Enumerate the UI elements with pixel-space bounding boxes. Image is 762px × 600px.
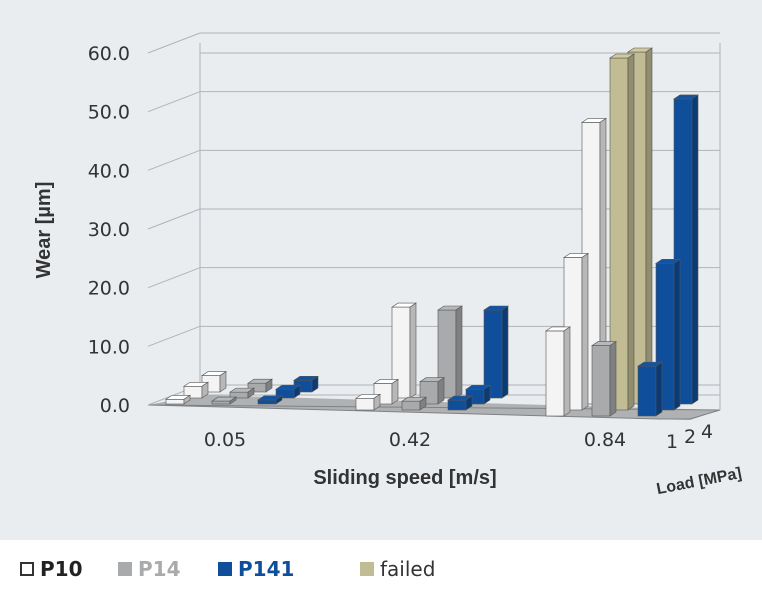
legend-swatch bbox=[20, 562, 34, 576]
legend-item-failed: failed bbox=[360, 557, 435, 581]
bar-P10-0.42-load1 bbox=[355, 393, 381, 411]
load-tick-label: 2 bbox=[684, 426, 696, 448]
x-tick-label: 0.84 bbox=[584, 429, 626, 451]
bar-P141-0.84-load2-side bbox=[673, 258, 681, 411]
bar-P14-0.84-load2-failed bbox=[609, 53, 635, 411]
bar-P14-0.05-load4 bbox=[247, 378, 273, 393]
bar-P10-0.05-load1 bbox=[165, 394, 191, 405]
bar-P10-0.84-load1-side bbox=[563, 326, 571, 417]
y-tick-label: 40.0 bbox=[88, 160, 130, 182]
legend-label: failed bbox=[380, 557, 436, 581]
bar-P141-0.05-load2-side bbox=[293, 384, 301, 399]
bar-P10-0.05-load4-side bbox=[219, 371, 227, 393]
bar-P141-0.42-load2-side bbox=[483, 384, 491, 405]
bar-P141-0.42-load1 bbox=[447, 395, 473, 411]
bar-P14-0.42-load1-front bbox=[401, 400, 421, 411]
bar-P10-0.84-load2-side bbox=[581, 252, 589, 411]
bar-P10-0.42-load1-front bbox=[355, 397, 375, 411]
chart-bars bbox=[165, 47, 699, 417]
bar-P10-0.05-load1-side bbox=[183, 394, 191, 405]
bar-P141-0.42-load4-front bbox=[483, 309, 503, 399]
bar-P10-0.84-load1-front bbox=[545, 330, 565, 417]
y-tick-label: 50.0 bbox=[88, 102, 130, 124]
bar-P14-0.05-load2 bbox=[229, 387, 255, 399]
bar-P14-0.84-load4-failed-side bbox=[645, 47, 653, 405]
bar-P14-0.84-load1-front bbox=[591, 345, 611, 417]
bar-P14-0.84-load1 bbox=[591, 341, 617, 417]
bar-P14-0.05-load2-side bbox=[247, 387, 255, 399]
gridline-side bbox=[147, 325, 201, 347]
load-axis-label: Load [MPa] bbox=[655, 465, 743, 498]
chart-labels: Wear [µm] Sliding speed [m/s] Load [MPa]… bbox=[33, 43, 743, 498]
bar-P141-0.84-load4-side bbox=[691, 94, 699, 405]
floor-edge bbox=[147, 404, 721, 420]
bar-P10-0.42-load2-side bbox=[391, 378, 399, 405]
legend-label: P10 bbox=[40, 557, 83, 581]
bar-P14-0.42-load2-side bbox=[437, 377, 445, 405]
x-tick-label: 0.05 bbox=[204, 429, 246, 451]
y-tick-label: 10.0 bbox=[88, 336, 130, 358]
bar-P141-0.84-load1-side bbox=[655, 361, 663, 417]
load-tick-label: 1 bbox=[666, 431, 678, 453]
bar-P141-0.84-load1-front bbox=[637, 365, 657, 417]
bar-P14-0.05-load1 bbox=[211, 396, 237, 405]
bar-P14-0.05-load1-side bbox=[229, 396, 237, 405]
bar-P10-0.05-load2-side bbox=[201, 381, 209, 399]
bar-P141-0.42-load4 bbox=[483, 305, 509, 399]
wear-chart: Wear [µm] Sliding speed [m/s] Load [MPa]… bbox=[33, 32, 743, 498]
gridline-side bbox=[147, 267, 201, 289]
legend-swatch bbox=[118, 562, 132, 576]
legend-swatch bbox=[218, 562, 232, 576]
bar-P14-0.42-load4-side bbox=[455, 305, 463, 399]
bar-P10-0.42-load1-side bbox=[373, 393, 381, 411]
bar-P10-0.42-load4-side bbox=[409, 302, 417, 399]
legend-item-p141: P141 bbox=[218, 557, 294, 581]
gridline-side bbox=[147, 32, 201, 54]
bar-P141-0.05-load4 bbox=[293, 375, 319, 393]
bar-P10-0.05-load2 bbox=[183, 381, 209, 399]
bar-P14-0.05-load4-side bbox=[265, 378, 273, 393]
x-axis-label: Sliding speed [m/s] bbox=[313, 467, 496, 489]
bar-P141-0.84-load1 bbox=[637, 361, 663, 417]
bar-P141-0.05-load1-side bbox=[275, 395, 283, 405]
y-axis-label: Wear [µm] bbox=[33, 182, 55, 279]
bar-P14-0.84-load2-failed-side bbox=[627, 53, 635, 411]
gridline-side bbox=[147, 149, 201, 171]
bar-P10-0.05-load1-front bbox=[165, 399, 185, 405]
x-tick-label: 0.42 bbox=[389, 429, 431, 451]
legend-item-p10: P10 bbox=[20, 557, 83, 581]
bar-P14-0.42-load1-side bbox=[419, 396, 427, 411]
bar-P14-0.84-load1-side bbox=[609, 341, 617, 417]
legend-label: P14 bbox=[138, 557, 181, 581]
bar-P141-0.42-load4-side bbox=[501, 305, 509, 399]
bar-P141-0.42-load1-front bbox=[447, 399, 467, 411]
bar-P141-0.05-load4-side bbox=[311, 375, 319, 393]
gridline-side bbox=[147, 91, 201, 113]
bar-P10-0.84-load1 bbox=[545, 326, 571, 417]
y-tick-label: 0.0 bbox=[100, 395, 130, 417]
load-tick-label: 4 bbox=[701, 421, 713, 443]
y-tick-label: 60.0 bbox=[88, 43, 130, 65]
bar-P10-0.42-load4 bbox=[391, 302, 417, 399]
bar-P141-0.05-load1-front bbox=[257, 399, 277, 405]
chart-legend: P10 P14 P141 failed bbox=[0, 540, 762, 600]
legend-item-p14: P14 bbox=[118, 557, 181, 581]
legend-swatch bbox=[360, 562, 374, 576]
bar-P141-0.05-load1 bbox=[257, 395, 283, 405]
bar-P14-0.42-load1 bbox=[401, 396, 427, 411]
y-tick-label: 30.0 bbox=[88, 219, 130, 241]
bar-P14-0.42-load4 bbox=[437, 305, 463, 399]
legend-label: P141 bbox=[238, 557, 295, 581]
gridline-side bbox=[147, 208, 201, 230]
bar-P14-0.05-load1-front bbox=[211, 400, 231, 405]
y-tick-label: 20.0 bbox=[88, 278, 130, 300]
bar-P141-0.05-load2 bbox=[275, 384, 301, 399]
bar-P141-0.42-load1-side bbox=[465, 395, 473, 411]
